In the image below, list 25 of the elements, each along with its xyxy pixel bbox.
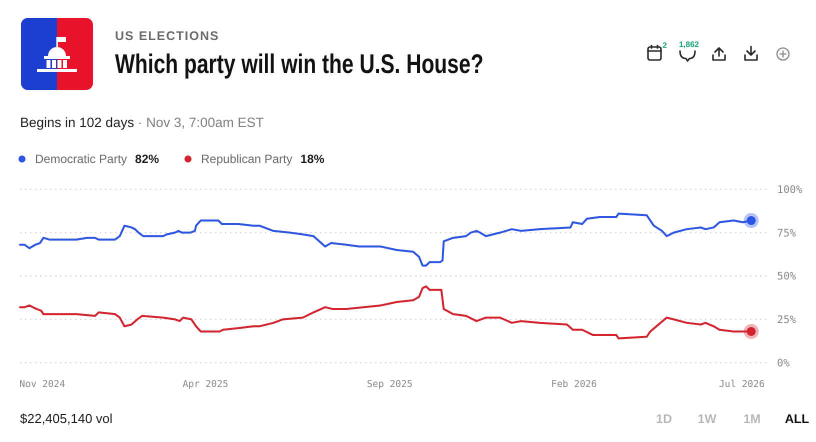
text: · Nov 3, 7:00am EST <box>134 115 264 130</box>
x-tick-label: Nov 2024 <box>19 379 66 390</box>
y-tick-label: 0% <box>777 357 790 370</box>
text: 2 <box>662 41 668 50</box>
text: 1,862 <box>678 40 700 49</box>
x-tick-label: Jul 2026 <box>718 379 765 390</box>
y-tick-label: 25% <box>777 314 797 326</box>
text: US ELECTIONS <box>115 29 220 43</box>
text: 1D <box>656 412 672 426</box>
chart-title: Which party will win the U.S. House? <box>115 50 484 80</box>
x-tick-label: Apr 2025 <box>182 379 228 390</box>
y-tick-label: 100% <box>777 184 803 196</box>
legend-label: Republican Party <box>201 152 292 166</box>
y-tick-label: 75% <box>777 227 797 240</box>
text: 18% <box>300 152 325 166</box>
x-tick-label: Sep 2025 <box>366 379 413 390</box>
text: 1M <box>743 412 761 426</box>
legend-label: Democratic Party <box>35 152 128 166</box>
text: 82% <box>135 152 160 166</box>
text: 1W <box>698 412 717 426</box>
x-tick-label: Feb 2026 <box>551 379 598 390</box>
text: $22,405,140 vol <box>20 411 113 426</box>
y-tick-label: 50% <box>777 270 797 283</box>
chart-subtitle: Begins in 102 days <box>20 115 134 130</box>
text: ALL <box>784 412 810 426</box>
